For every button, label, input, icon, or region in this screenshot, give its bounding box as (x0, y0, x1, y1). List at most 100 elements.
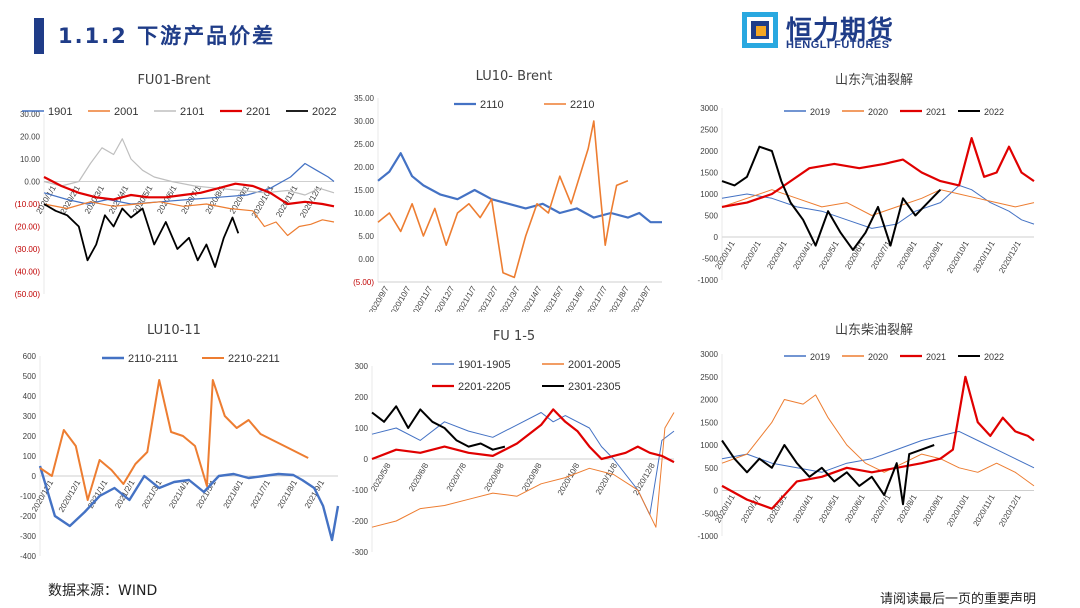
series-line-2019 (721, 430, 1035, 473)
y-tick-label: 0 (714, 487, 719, 496)
series-line-2021 (721, 137, 1035, 208)
y-tick-label: (5.00) (353, 278, 374, 287)
y-tick-label: 600 (23, 352, 37, 361)
legend-label: 2022 (984, 352, 1004, 362)
y-tick-label: 3000 (700, 104, 718, 113)
x-tick-label: 2020/6/1 (843, 239, 867, 271)
y-tick-label: 200 (355, 393, 369, 402)
x-tick-label: 2021/2/7 (477, 284, 501, 312)
y-tick-label: 20.00 (20, 133, 41, 142)
y-tick-label: 0 (364, 455, 369, 464)
series-line-2022 (43, 203, 240, 268)
x-tick-label: 2020/11/1 (274, 184, 300, 219)
legend-label: 2210-2211 (228, 353, 280, 365)
y-tick-label: 15.00 (354, 186, 375, 195)
legend-label: 2301-2305 (568, 381, 621, 393)
chart-panel-sd-diesel: 山东柴油裂解 3000 2500 2000 1500 1000 500 0 -500 -1000 2… (684, 316, 1064, 560)
x-tick-label: 2020/5/1 (817, 239, 841, 271)
legend-label: 2201 (246, 106, 270, 118)
chart-fu-1-5: FU 1-5 300 200 100 0 -100 -200 -300 2020/5/8 2020… (352, 329, 675, 557)
chart-panel-lu1011: LU10-11 600 500 400 300 200 100 0 -100 -200 -300 -4… (4, 316, 344, 574)
y-tick-label: 30.00 (354, 117, 375, 126)
x-tick-label: 2020/12/1 (997, 493, 1023, 529)
y-tick-label: 2500 (700, 126, 718, 135)
x-tick-label: 2021/3/7 (498, 284, 522, 312)
series-line-2110 (377, 152, 662, 224)
y-tick-label: (30.00) (15, 245, 41, 254)
x-tick-label: 2020/5/1 (817, 493, 841, 525)
y-tick-label: 1000 (700, 190, 718, 199)
series-line-2210-2211 (39, 379, 309, 501)
x-tick-label: 2020/10/1 (945, 493, 971, 529)
y-tick-label: 300 (23, 412, 37, 421)
x-tick-label: 2020/12/1 (997, 239, 1023, 275)
chart-panel-fu01: FU01-Brent 30.00 20.00 10.00 0.00 (10.00) (20.… (4, 66, 344, 306)
y-tick-label: (40.00) (15, 268, 41, 277)
y-tick-label: -100 (352, 486, 369, 495)
x-tick-label: 2020/8/1 (895, 239, 919, 271)
x-tick-label: 2020/12/1 (57, 478, 83, 514)
legend-label: 2110 (480, 99, 504, 111)
series-line-2020 (721, 189, 1035, 216)
y-tick-label: -100 (20, 492, 37, 501)
y-tick-label: 0.00 (358, 255, 374, 264)
x-tick-label: 2021/1/7 (455, 284, 479, 312)
x-tick-label: 2021/6/7 (564, 284, 588, 312)
y-tick-label: 100 (23, 452, 37, 461)
series-line-2019 (721, 184, 1035, 229)
x-tick-label: 2020/7/8 (445, 461, 469, 493)
y-tick-label: -1000 (698, 276, 719, 285)
chart-title: FU01-Brent (137, 73, 210, 88)
x-tick-label: 2020/6/1 (155, 184, 179, 216)
y-tick-label: -200 (20, 512, 37, 521)
x-tick-label: 2021/8/1 (276, 478, 300, 510)
y-tick-label: 35.00 (354, 94, 375, 103)
chart-lu10-11: LU10-11 600 500 400 300 200 100 0 -100 -200 -300 -4… (20, 323, 340, 561)
x-tick-label: 2020/6/8 (407, 461, 431, 493)
series-line-2201-2205 (371, 408, 675, 464)
series-line-2101 (43, 138, 335, 196)
x-tick-label: 2021/4/7 (520, 284, 544, 312)
x-tick-label: 2020/10/1 (945, 239, 971, 275)
x-tick-label: 2020/10/7 (387, 284, 413, 312)
y-tick-label: 100 (355, 424, 369, 433)
x-tick-label: 2020/7/1 (869, 493, 893, 525)
x-tick-label: 2020/11/7 (409, 284, 435, 312)
x-tick-label: 2020/4/1 (791, 239, 815, 271)
y-tick-label: 5.00 (358, 232, 374, 241)
legend-label: 1901 (48, 106, 72, 118)
y-tick-label: 0.00 (24, 178, 40, 187)
chart-title: LU10- Brent (476, 69, 553, 84)
x-tick-label: 2020/11/8 (594, 461, 620, 496)
chart-title: LU10-11 (147, 323, 201, 338)
x-tick-label: 2020/8/1 (895, 493, 919, 525)
title-accent-bar (34, 18, 44, 54)
series-line-2001 (43, 201, 335, 237)
y-tick-label: 0 (32, 472, 37, 481)
legend-label: 2110-2111 (128, 353, 178, 365)
logo-english-name: HENGLI FUTURES (786, 39, 890, 51)
x-tick-label: 2021/9/7 (629, 284, 653, 312)
x-tick-label: 2021/7/1 (249, 478, 273, 510)
y-tick-label: 500 (23, 372, 37, 381)
y-tick-label: -400 (20, 552, 37, 561)
series-line-2020 (721, 394, 1035, 487)
y-tick-label: (50.00) (15, 290, 41, 299)
series-line-2022 (721, 439, 935, 506)
series-line-2301-2305 (371, 405, 506, 451)
y-tick-label: (10.00) (15, 200, 41, 209)
y-tick-label: 25.00 (354, 140, 375, 149)
x-tick-label: 2020/3/1 (83, 184, 107, 216)
x-tick-label: 2020/11/1 (971, 239, 997, 274)
x-tick-label: 2021/7/7 (586, 284, 610, 312)
series-line-2210 (377, 120, 629, 279)
y-tick-label: 500 (705, 464, 719, 473)
y-tick-label: 2000 (700, 396, 718, 405)
series-line-2001-2005 (371, 412, 675, 528)
y-tick-label: 1500 (700, 169, 718, 178)
x-tick-label: 2021/5/7 (542, 284, 566, 312)
x-tick-label: 2020/11/1 (971, 493, 997, 528)
x-tick-label: 2020/5/8 (369, 461, 393, 493)
y-tick-label: -300 (20, 532, 37, 541)
x-tick-label: 2020/9/7 (367, 284, 391, 312)
